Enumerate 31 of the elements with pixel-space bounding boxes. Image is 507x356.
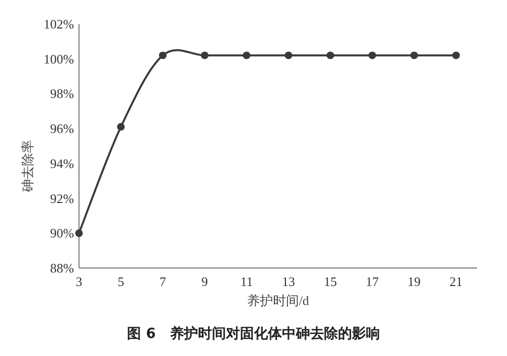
point	[368, 52, 376, 60]
x-tick-label: 5	[118, 274, 124, 289]
y-tick-label: 98%	[50, 86, 74, 102]
point	[117, 123, 125, 131]
point	[75, 229, 83, 237]
point	[452, 52, 460, 60]
y-tick-label: 92%	[50, 190, 74, 206]
point	[284, 52, 292, 60]
x-tick-label: 7	[160, 274, 167, 289]
point	[242, 52, 250, 60]
x-tick-label: 13	[282, 274, 295, 289]
x-tick-label: 9	[201, 274, 208, 289]
y-tick-label: 94%	[50, 156, 74, 171]
y-tick-label: 100%	[44, 51, 74, 66]
y-tick-label: 96%	[50, 121, 74, 136]
y-axis-title: 砷去除率	[20, 140, 35, 193]
text: 图 6 养护时间对固化体中砷去除的影响	[127, 325, 380, 342]
point	[410, 52, 418, 60]
x-tick-label: 17	[366, 274, 380, 289]
y-tick-label: 102%	[44, 16, 74, 32]
point	[200, 52, 208, 60]
x-tick-label: 11	[240, 274, 253, 289]
y-tick-label: 90%	[50, 226, 74, 241]
x-tick-label: 21	[450, 274, 463, 289]
x-tick-label: 15	[324, 274, 337, 289]
x-tick-label: 3	[76, 274, 82, 289]
point	[158, 52, 167, 60]
point	[326, 52, 334, 60]
y-tick-label: 88%	[50, 260, 74, 276]
x-axis-title: 养护时间/d	[246, 293, 310, 308]
x-tick-label: 19	[408, 274, 421, 289]
